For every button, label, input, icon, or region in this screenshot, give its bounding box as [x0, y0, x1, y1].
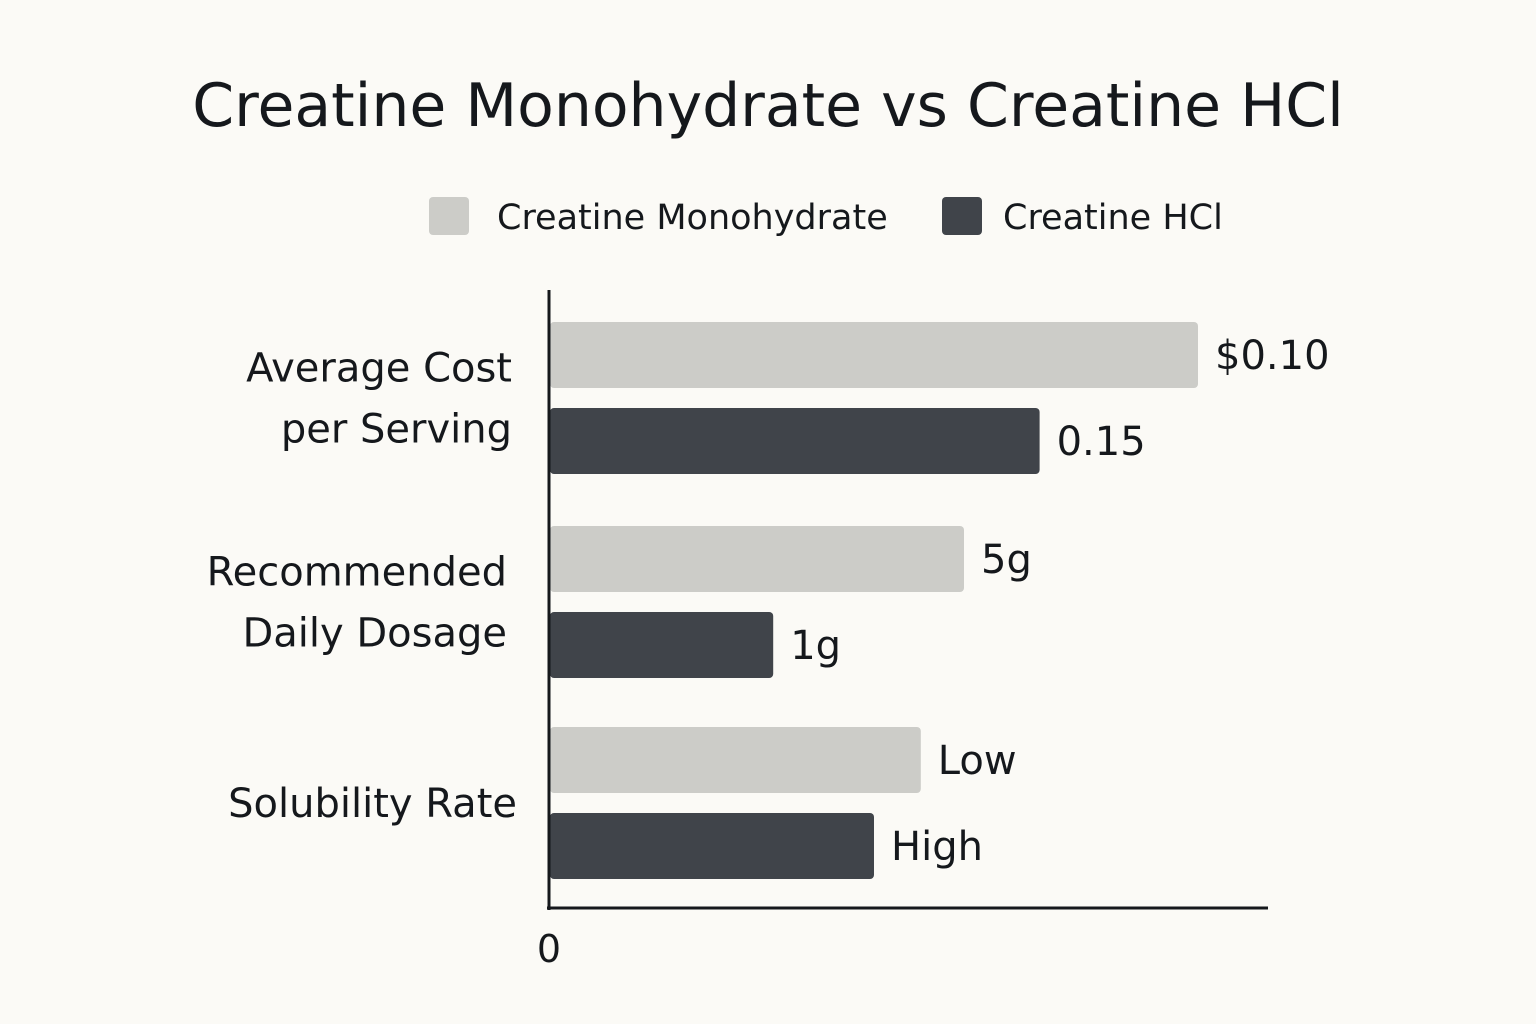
- bar-cat2-series1: [550, 526, 964, 592]
- value-label-cat1-series1: $0.10: [1215, 333, 1330, 379]
- category-label-2-line1: Recommended: [207, 550, 507, 596]
- legend-swatch-1: [429, 197, 469, 235]
- x-axis-ticks: 0: [537, 927, 561, 971]
- bar-cat3-series2: [550, 813, 874, 879]
- bar-cat1-series1: [550, 322, 1198, 388]
- legend-swatch-2: [942, 197, 982, 235]
- category-label-2-line2: Daily Dosage: [242, 611, 507, 657]
- value-labels: $0.10 0.15 5g 1g Low High: [790, 333, 1329, 870]
- legend: Creatine Monohydrate Creatine HCl: [429, 197, 1223, 238]
- bar-cat1-series2: [550, 408, 1040, 474]
- legend-label-1: Creatine Monohydrate: [497, 198, 888, 238]
- value-label-cat2-series1: 5g: [981, 537, 1032, 583]
- value-label-cat1-series2: 0.15: [1057, 419, 1146, 465]
- value-label-cat3-series2: High: [891, 824, 983, 870]
- legend-label-2: Creatine HCl: [1003, 198, 1223, 238]
- category-label-1-line1: Average Cost: [246, 346, 512, 392]
- bar-cat3-series1: [550, 727, 921, 793]
- bars: [550, 322, 1198, 879]
- value-label-cat2-series2: 1g: [790, 623, 841, 669]
- chart-title: Creatine Monohydrate vs Creatine HCl: [192, 71, 1344, 141]
- x-tick-label-0: 0: [537, 927, 561, 971]
- category-label-1-line2: per Serving: [281, 407, 512, 453]
- category-labels: Average Cost per Serving Recommended Daily …: [207, 346, 517, 828]
- bar-cat2-series2: [550, 612, 774, 678]
- value-label-cat3-series1: Low: [938, 738, 1017, 784]
- category-label-3: Solubility Rate: [228, 781, 517, 827]
